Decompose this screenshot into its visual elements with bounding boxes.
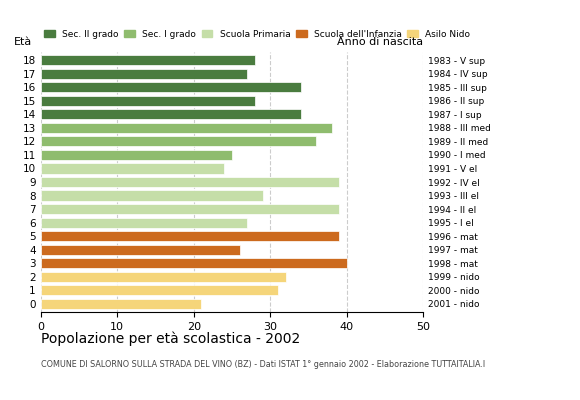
Bar — [41, 285, 278, 296]
Bar — [41, 68, 247, 79]
Text: Età: Età — [14, 37, 32, 47]
Bar — [41, 96, 255, 106]
Bar — [41, 123, 332, 133]
Text: COMUNE DI SALORNO SULLA STRADA DEL VINO (BZ) - Dati ISTAT 1° gennaio 2002 - Elab: COMUNE DI SALORNO SULLA STRADA DEL VINO … — [41, 360, 485, 369]
Bar — [41, 82, 301, 92]
Bar — [41, 190, 263, 201]
Bar — [41, 177, 339, 187]
Bar — [41, 272, 285, 282]
Bar — [41, 55, 255, 65]
Bar — [41, 231, 339, 241]
Bar — [41, 109, 301, 119]
Bar — [41, 245, 240, 255]
Legend: Sec. II grado, Sec. I grado, Scuola Primaria, Scuola dell'Infanzia, Asilo Nido: Sec. II grado, Sec. I grado, Scuola Prim… — [41, 26, 474, 42]
Bar — [41, 136, 316, 146]
Bar — [41, 218, 247, 228]
Text: Popolazione per età scolastica - 2002: Popolazione per età scolastica - 2002 — [41, 332, 300, 346]
Bar — [41, 150, 232, 160]
Bar — [41, 204, 339, 214]
Bar — [41, 258, 347, 268]
Bar — [41, 299, 201, 309]
Bar — [41, 163, 224, 174]
Text: Anno di nascita: Anno di nascita — [338, 37, 423, 47]
